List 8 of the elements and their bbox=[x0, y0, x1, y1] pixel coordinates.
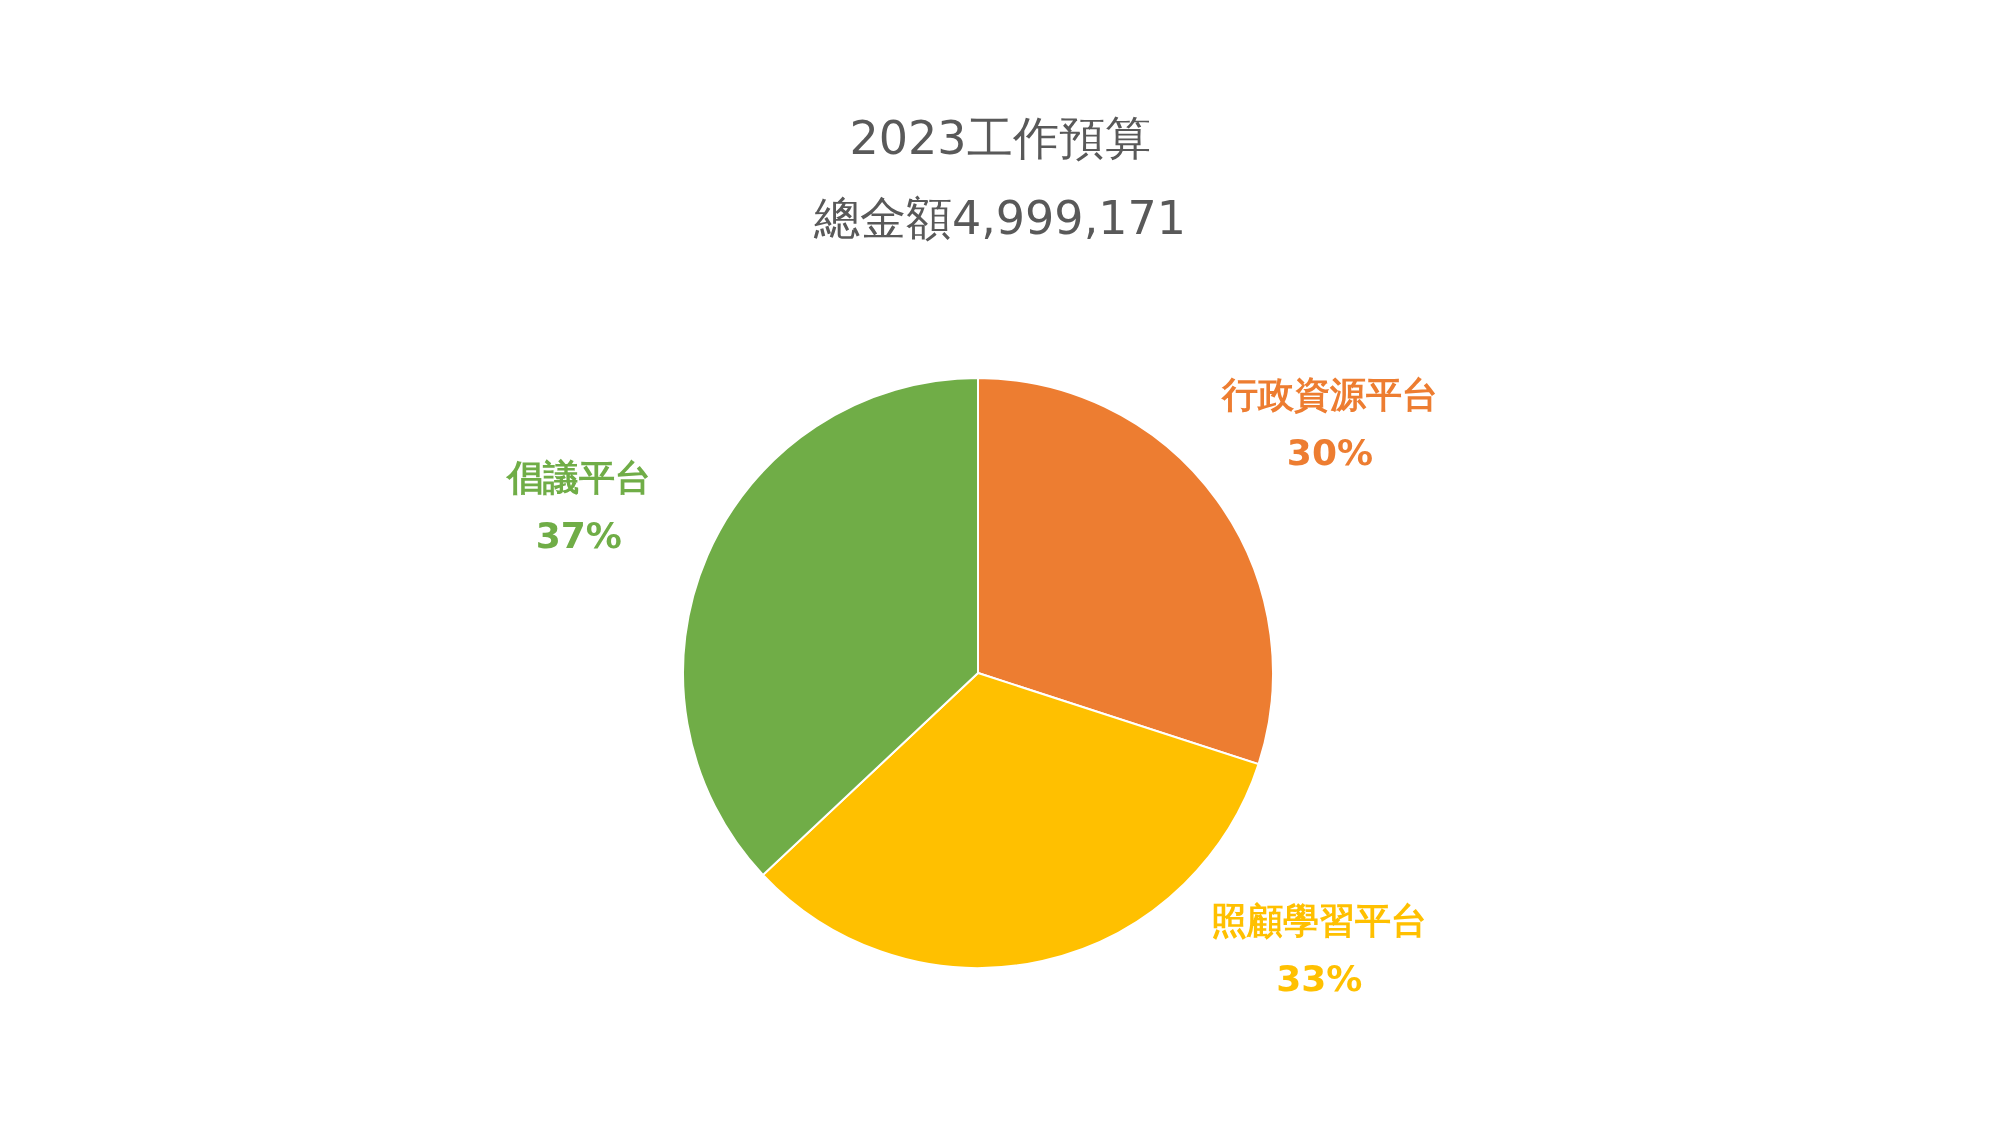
data-label: 30% bbox=[1286, 432, 1374, 474]
chart-title: 2023工作預算 bbox=[848, 110, 1152, 167]
slice-label: 行政資源平台 bbox=[1220, 374, 1438, 416]
chart-subtitle: 總金額4,999,171 bbox=[812, 190, 1188, 247]
slice-label: 倡議平台 bbox=[504, 457, 651, 499]
data-label: 37% bbox=[535, 515, 622, 557]
slice-label: 照顧學習平台 bbox=[1211, 899, 1428, 941]
data-label: 33% bbox=[1276, 957, 1363, 999]
